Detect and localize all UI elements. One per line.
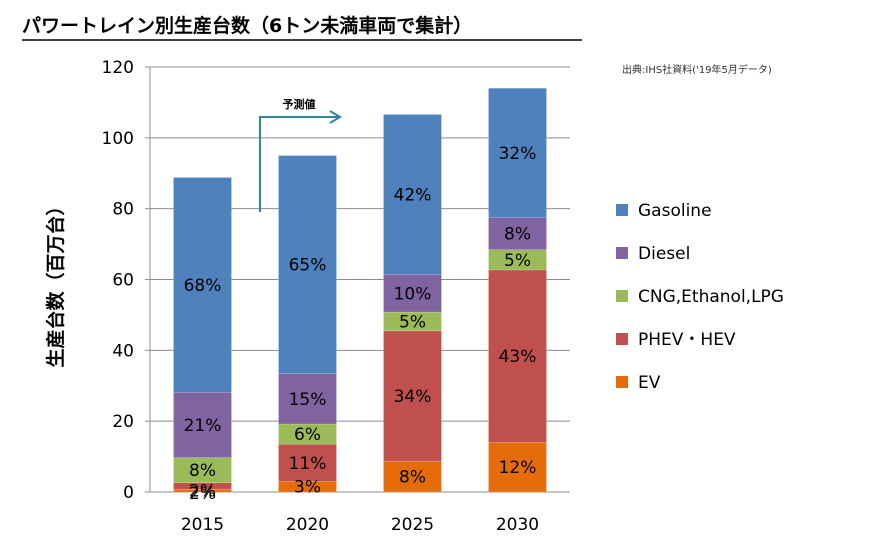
y-tick-label: 120 [102,58,134,78]
data-label: 8% [189,461,216,481]
source-note: 出典:IHS社資料('19年5月データ) [622,63,772,76]
forecast-arrow [259,116,338,212]
legend: Gasoline Diesel CNG,Ethanol,LPG PHEV・HEV EV [616,201,784,393]
forecast-label: 予測値 [283,97,316,111]
legend-label: EV [638,373,661,393]
data-label: 34% [394,387,432,407]
chart-title: パワートレイン別生産台数（6トン未満車両で集計） [22,14,472,37]
y-axis-label: 生産台数（百万台） [44,196,67,367]
data-label: 10% [394,284,432,304]
data-label: 8% [504,225,531,245]
data-label: 43% [499,347,537,367]
data-label: 5% [399,312,426,332]
legend-swatch [616,290,628,302]
data-label: 65% [289,256,327,276]
bar-segment-gasoline-2030 [488,88,547,218]
bar-segment-gasoline-2015 [173,177,232,393]
data-label: 32% [499,144,537,164]
y-tick-label: 20 [112,412,134,432]
bar-segment-diesel-2015 [173,391,232,458]
bar-segment-diesel-2025 [383,274,442,313]
legend-label: CNG,Ethanol,LPG [638,287,784,307]
legend-label: PHEV・HEV [638,330,736,350]
y-tick-label: 40 [112,341,134,361]
data-label: 68% [184,276,222,296]
forecast-arrowhead [329,110,342,124]
bar-segment-ev-2030 [488,442,547,493]
plot-bars [173,88,547,493]
legend-swatch [616,204,628,216]
x-tick-label: 2025 [391,515,434,535]
x-tick-label: 2020 [286,515,329,535]
y-tick-label: 0 [123,483,134,503]
bar-segment-gasoline-2020 [278,155,337,374]
data-label: 6% [294,425,321,445]
bar-segment-phev-hev-2020 [278,443,337,482]
x-tick-label: 2015 [181,515,224,535]
legend-swatch [616,247,628,259]
y-tick-label: 80 [112,200,134,220]
data-label: 15% [289,390,327,410]
x-tick-label: 2030 [496,515,539,535]
legend-label: Gasoline [638,201,712,221]
data-label: 21% [184,416,222,436]
y-tick-label: 60 [112,271,134,291]
data-label: 3% [294,478,321,498]
data-label: 42% [394,186,432,206]
data-label: 2% [189,484,216,504]
bar-segment-cng-ethanol-lpg-2025 [383,311,442,332]
data-label: 5% [504,251,531,271]
bar-segment-diesel-2030 [488,217,547,250]
legend-swatch [616,333,628,345]
legend-swatch [616,376,628,388]
bar-segment-phev-hev-2030 [488,269,547,443]
data-label: 8% [399,468,426,488]
bar-segment-cng-ethanol-lpg-2015 [173,457,232,484]
data-label: 11% [289,454,327,474]
bar-segment-gasoline-2025 [383,114,442,275]
data-label: 12% [499,458,537,478]
y-tick-label: 100 [102,129,134,149]
bar-segment-diesel-2020 [278,373,337,425]
bar-segment-phev-hev-2025 [383,330,442,462]
data-label: 2% [189,482,216,502]
bar-segment-ev-2025 [383,460,442,493]
legend-label: Diesel [638,244,690,264]
plot-labels: 2% 8% 21% 68% 3% 11% 6% 15% 65% 8% 34% 5% 10% 42% 12% 4… [184,144,537,504]
forecast-annotation: 予測値 [259,97,342,212]
